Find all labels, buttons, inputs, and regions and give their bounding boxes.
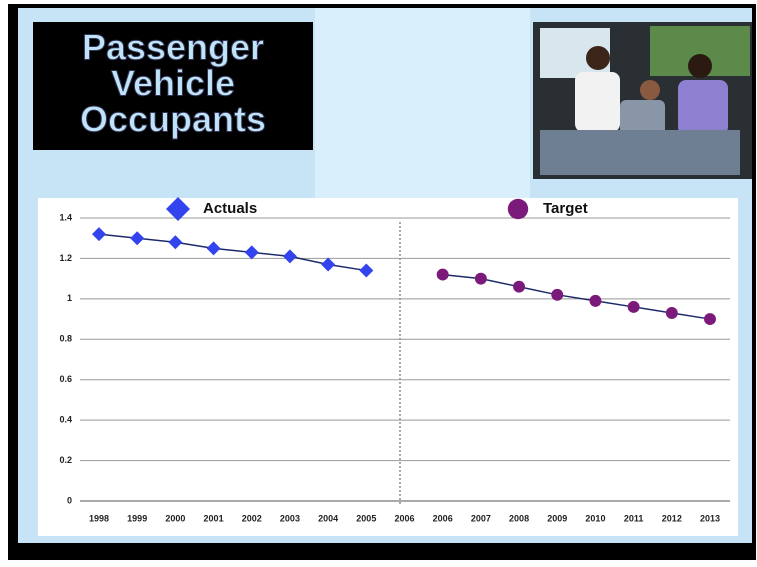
title-line: Occupants [80, 99, 266, 140]
y-tick-label: 0.6 [59, 374, 72, 384]
x-tick-label: 2001 [204, 513, 224, 523]
data-point [321, 257, 336, 272]
x-tick-label: 2013 [700, 513, 720, 523]
data-point [704, 313, 716, 326]
x-tick-label: 2010 [585, 513, 605, 523]
x-tick-label: 2003 [280, 513, 300, 523]
legend-marker [166, 197, 190, 221]
data-point [589, 294, 602, 307]
x-tick-label: 2011 [624, 513, 644, 523]
y-tick-label: 0.2 [59, 455, 72, 465]
x-tick-label: 2008 [509, 513, 529, 523]
title-line: Passenger [82, 27, 264, 68]
y-tick-label: 0 [67, 495, 72, 505]
title-box [33, 22, 313, 150]
data-point [92, 227, 106, 242]
data-point [130, 231, 145, 246]
x-tick-label: 2007 [471, 513, 491, 523]
photo [533, 22, 752, 179]
y-tick-label: 1.4 [59, 212, 72, 222]
y-tick-label: 0.8 [59, 334, 72, 344]
data-point [665, 307, 678, 319]
plot-area [38, 198, 738, 536]
data-point [282, 249, 297, 264]
x-tick-label: 2000 [165, 513, 185, 523]
x-tick-label: 2009 [547, 513, 567, 523]
data-point [206, 241, 221, 256]
x-tick-label: 1999 [127, 513, 147, 523]
x-tick-label: 2006 [394, 513, 414, 523]
x-tick-label: 2006 [433, 513, 453, 523]
y-tick-label: 1.2 [59, 253, 72, 263]
legend-label: Actuals [203, 200, 257, 217]
x-tick-label: 2004 [318, 513, 338, 523]
legend-label: Target [543, 200, 588, 217]
x-tick-label: 2002 [242, 513, 262, 523]
y-tick-label: 0.4 [59, 415, 72, 425]
data-point [551, 288, 564, 301]
data-point [627, 300, 640, 313]
data-point [168, 235, 183, 250]
data-point [359, 263, 374, 278]
series-line [98, 233, 367, 272]
y-tick-label: 1 [67, 293, 72, 303]
data-point [513, 280, 526, 293]
data-point [474, 272, 487, 285]
x-tick-label: 2005 [356, 513, 376, 523]
title-line: Vehicle [111, 63, 235, 104]
data-point [244, 245, 259, 260]
series-line [442, 273, 711, 320]
legend-marker [507, 198, 529, 220]
x-tick-label: 2012 [662, 513, 682, 523]
center-band [315, 8, 530, 198]
data-point [436, 268, 449, 281]
x-tick-label: 1998 [89, 513, 109, 523]
